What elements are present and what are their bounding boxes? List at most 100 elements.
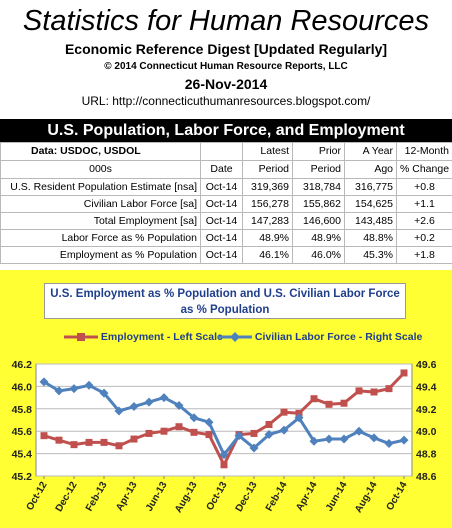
- employment-point: [145, 429, 153, 437]
- employment-point: [130, 435, 138, 443]
- labor-force-point: [264, 430, 274, 440]
- table-row: Civilian Labor Force [sa] Oct-14 156,278…: [0, 195, 452, 213]
- row-latest: 48.9%: [242, 229, 293, 247]
- labor-force-point: [174, 400, 184, 410]
- legend-labor-force-label: Civilian Labor Force - Right Scale: [254, 331, 423, 343]
- y-right-tick-label: 49.2: [416, 404, 437, 416]
- row-prior: 48.9%: [292, 229, 345, 247]
- employment-point: [310, 395, 318, 403]
- employment-point: [205, 431, 213, 439]
- table-header-row: Data: USDOC, USDOL Latest Prior A Year 1…: [0, 142, 452, 161]
- table-header-cell: Period: [242, 160, 293, 179]
- labor-force-point: [159, 393, 169, 403]
- table-row: Total Employment [sa] Oct-14 147,283 146…: [0, 212, 452, 230]
- y-right-tick-label: 49.0: [416, 426, 437, 438]
- row-prior: 46.0%: [292, 246, 345, 264]
- y-right-tick-label: 49.6: [416, 359, 437, 371]
- table-header-cell: % Change: [396, 160, 452, 179]
- row-year-ago: 45.3%: [344, 246, 397, 264]
- row-year-ago: 143,485: [344, 212, 397, 230]
- labor-force-point: [294, 413, 304, 423]
- row-change: +0.2: [396, 229, 452, 247]
- table-header-cell: Period: [292, 160, 345, 179]
- employment-point: [250, 429, 258, 437]
- row-year-ago: 316,775: [344, 178, 397, 196]
- source-url: URL: http://connecticuthumanresources.bl…: [81, 94, 371, 108]
- row-label: Civilian Labor Force [sa]: [0, 195, 201, 213]
- labor-force-point: [249, 443, 259, 453]
- chart-title: U.S. Employment as % Population and U.S.…: [44, 283, 406, 319]
- row-label: Total Employment [sa]: [0, 212, 201, 230]
- labor-force-point: [219, 450, 229, 460]
- employment-point: [355, 387, 363, 395]
- row-date: Oct-14: [200, 212, 243, 230]
- x-tick-label: Apr-14: [294, 480, 320, 513]
- statistics-table: Data: USDOC, USDOL Latest Prior A Year 1…: [0, 142, 452, 264]
- x-tick-label: Feb-13: [84, 480, 110, 514]
- y-left-tick-label: 46.2: [12, 359, 33, 371]
- labor-force-point: [99, 388, 109, 398]
- y-right-tick-label: 49.4: [416, 381, 437, 393]
- section-title: U.S. Population, Labor Force, and Employ…: [0, 119, 452, 142]
- y-left-tick-label: 45.4: [12, 449, 33, 461]
- update-date: 26-Nov-2014: [184, 76, 268, 92]
- table-header-cell: Latest: [242, 142, 293, 161]
- employment-point: [55, 436, 63, 444]
- labor-force-point: [129, 402, 139, 412]
- x-tick-label: Jun-14: [324, 480, 350, 514]
- row-latest: 147,283: [242, 212, 293, 230]
- employment-point: [385, 385, 393, 393]
- employment-point: [220, 461, 228, 469]
- employment-point: [370, 388, 378, 396]
- row-latest: 156,278: [242, 195, 293, 213]
- x-tick-label: Oct-12: [25, 480, 50, 513]
- x-tick-label: Dec-12: [54, 480, 80, 514]
- y-left-tick-label: 45.2: [12, 471, 33, 483]
- row-change: +2.6: [396, 212, 452, 230]
- x-tick-label: Apr-13: [114, 480, 140, 513]
- employment-point: [115, 442, 123, 450]
- row-year-ago: 48.8%: [344, 229, 397, 247]
- table-header-row: 000s Date Period Period Ago % Change: [0, 160, 452, 179]
- y-left-tick-label: 45.6: [12, 426, 33, 438]
- row-change: +1.1: [396, 195, 452, 213]
- labor-force-point: [354, 426, 364, 436]
- legend-labor-force-marker: [218, 332, 252, 343]
- row-date: Oct-14: [200, 178, 243, 196]
- employment-point: [340, 399, 348, 407]
- x-tick-label: Aug-13: [173, 480, 200, 515]
- row-latest: 319,369: [242, 178, 293, 196]
- labor-force-point: [279, 425, 289, 435]
- labor-force-point: [309, 436, 319, 446]
- labor-force-point: [369, 433, 379, 443]
- row-change: +1.8: [396, 246, 452, 264]
- y-left-tick-label: 46.0: [12, 381, 33, 393]
- labor-force-point: [39, 377, 49, 387]
- row-prior: 318,784: [292, 178, 345, 196]
- line-chart: 45.2 45.4 45.6 45.8 46.0 46.2 48.6 48.8 49.0 49.2…: [12, 359, 437, 515]
- x-tick-label: Aug-14: [353, 480, 380, 515]
- table-header-cell: [200, 142, 243, 161]
- labor-force-point: [234, 431, 244, 441]
- table-header-cell: 000s: [0, 160, 201, 179]
- labor-force-point: [84, 380, 94, 390]
- legend-employment-marker: [64, 333, 98, 342]
- row-latest: 46.1%: [242, 246, 293, 264]
- table-row: U.S. Resident Population Estimate [nsa] …: [0, 178, 452, 196]
- labor-force-point: [384, 439, 394, 449]
- employment-point: [400, 369, 408, 377]
- employment-point: [160, 427, 168, 435]
- labor-force-point: [114, 406, 124, 416]
- row-date: Oct-14: [200, 229, 243, 247]
- employment-point: [85, 438, 93, 446]
- employment-point: [265, 420, 273, 428]
- row-label: Labor Force as % Population: [0, 229, 201, 247]
- labor-force-point: [189, 413, 199, 423]
- employment-point: [70, 441, 78, 449]
- row-date: Oct-14: [200, 195, 243, 213]
- y-right-tick-label: 48.8: [416, 449, 437, 461]
- employment-point: [190, 428, 198, 436]
- row-prior: 155,862: [292, 195, 345, 213]
- labor-force-point: [69, 384, 79, 394]
